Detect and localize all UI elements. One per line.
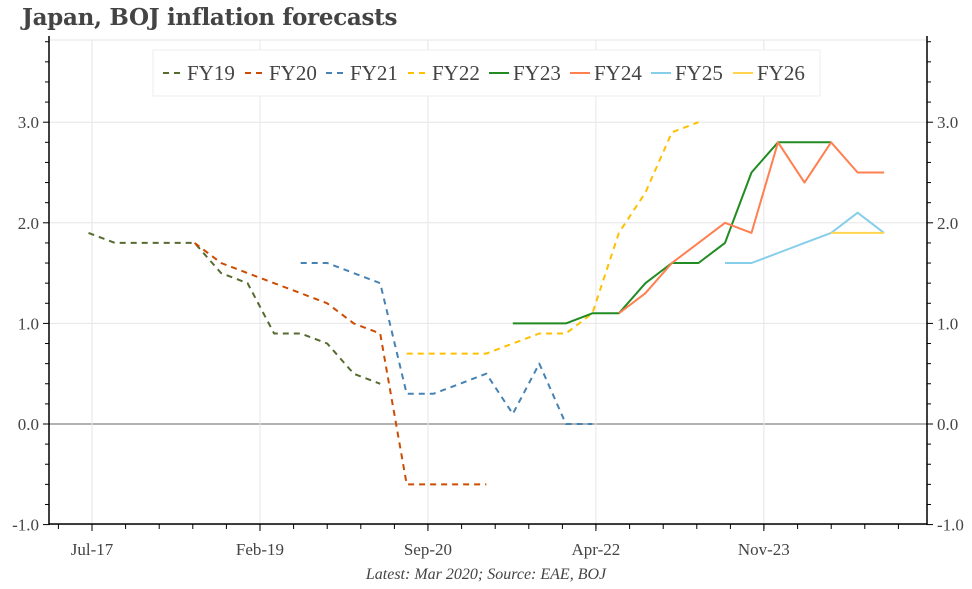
series-line-fy24 bbox=[618, 141, 885, 315]
x-tick-label: Jul-17 bbox=[71, 540, 114, 559]
y-tick-label-left: 1.0 bbox=[18, 314, 39, 333]
x-tick-label: Apr-22 bbox=[571, 540, 620, 559]
x-tick-label: Sep-20 bbox=[404, 540, 452, 559]
source-note: Latest: Mar 2020; Source: EAE, BOJ bbox=[365, 566, 607, 583]
series-line-fy23 bbox=[512, 141, 832, 325]
y-tick-label-left: 0.0 bbox=[18, 415, 39, 434]
y-tick-label-left: 2.0 bbox=[18, 214, 39, 233]
grid bbox=[49, 39, 927, 526]
legend-label-fy20: FY20 bbox=[269, 61, 317, 85]
y-tick-label-right: 3.0 bbox=[937, 113, 958, 132]
legend-label-fy21: FY21 bbox=[350, 61, 398, 85]
y-tick-label-left: 3.0 bbox=[18, 113, 39, 132]
x-tick-label: Nov-23 bbox=[738, 540, 790, 559]
y-tick-label-right: 2.0 bbox=[937, 214, 958, 233]
series-line-fy22 bbox=[406, 121, 699, 355]
legend-label-fy23: FY23 bbox=[513, 61, 561, 85]
legend-label-fy24: FY24 bbox=[594, 61, 642, 85]
series-lines bbox=[88, 121, 885, 486]
series-line-fy19 bbox=[88, 231, 381, 385]
y-tick-label-right: -1.0 bbox=[937, 516, 964, 535]
legend: FY19 FY20 FY21 FY22 FY23 FY24 FY25 FY26 bbox=[152, 49, 821, 97]
series-line-fy21 bbox=[300, 262, 593, 425]
series-line-fy20 bbox=[193, 242, 487, 486]
x-tick-label: Feb-19 bbox=[236, 540, 284, 559]
legend-label-fy22: FY22 bbox=[432, 61, 480, 85]
legend-label-fy19: FY19 bbox=[187, 61, 235, 85]
series-line-fy25 bbox=[725, 211, 885, 264]
legend-label-fy25: FY25 bbox=[675, 61, 723, 85]
y-tick-label-right: 0.0 bbox=[937, 415, 958, 434]
legend-label-fy26: FY26 bbox=[757, 61, 805, 85]
axes: -1.0 -1.0 0.0 0.0 1.0 1.0 2.0 2.0 3.0 3.0 Jul-17 Fe… bbox=[12, 36, 964, 559]
chart-title: Japan, BOJ inflation forecasts bbox=[22, 4, 398, 31]
y-tick-label-right: 1.0 bbox=[937, 314, 958, 333]
legend-box bbox=[152, 49, 821, 97]
y-tick-label-left: -1.0 bbox=[12, 516, 39, 535]
